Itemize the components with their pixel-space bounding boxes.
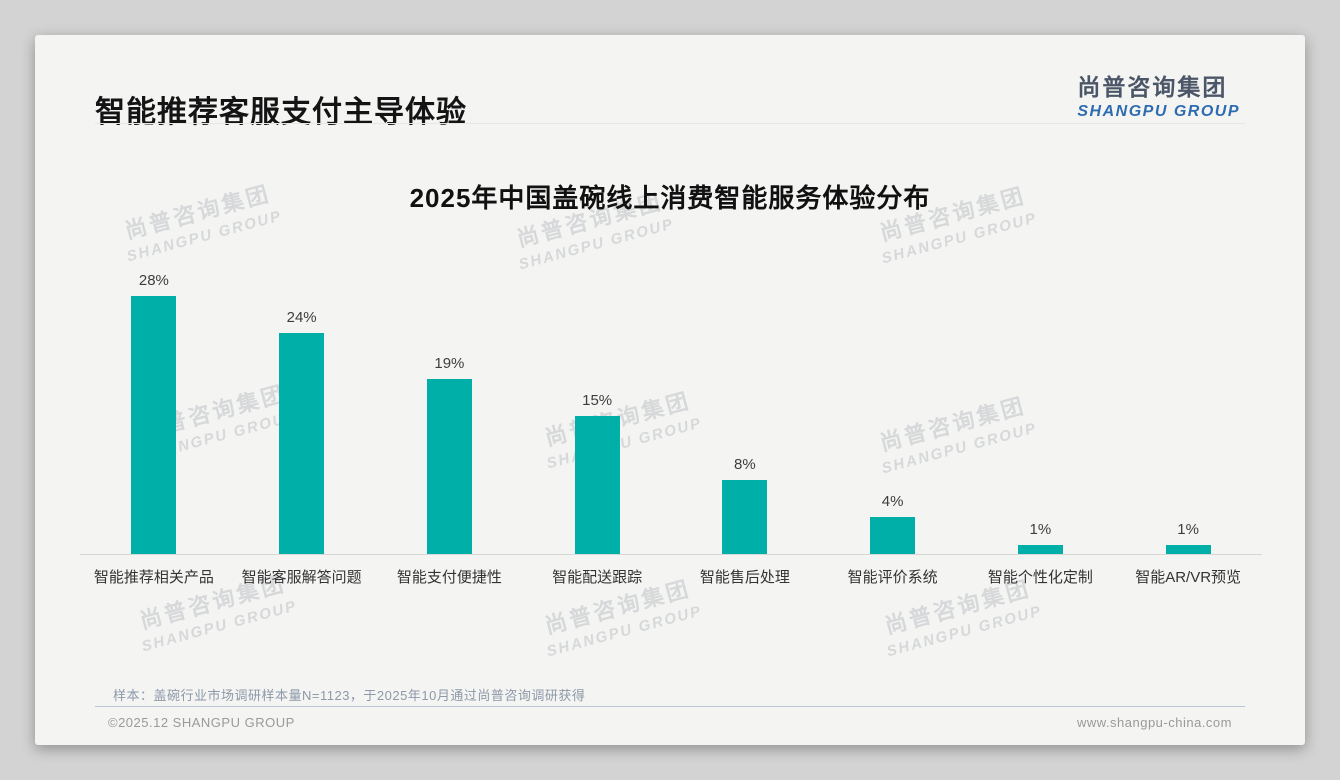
copyright-text: ©2025.12 SHANGPU GROUP	[108, 715, 295, 730]
bar-column: 28%	[80, 272, 228, 554]
slide: 尚普咨询集团 SHANGPU GROUP 尚普咨询集团 SHANGPU GROUP 尚普…	[35, 35, 1305, 745]
category-label: 智能配送跟踪	[552, 569, 643, 586]
bar-value-label: 15%	[582, 392, 613, 409]
bar	[426, 379, 472, 554]
bar	[1165, 544, 1211, 554]
category-label: 智能个性化定制	[987, 569, 1093, 586]
chart-title: 2025年中国盖碗线上消费智能服务体验分布	[409, 183, 931, 213]
category-label: 智能支付便捷性	[396, 569, 502, 586]
bar-value-label: 8%	[734, 456, 756, 474]
watermark-text-en: SHANGPU GROUP	[139, 597, 299, 656]
watermark-text-en: SHANGPU GROUP	[544, 602, 704, 661]
company-logo: 尚普咨询集团 SHANGPU GROUP	[1077, 68, 1240, 121]
sample-note: 样本：盖碗行业市场调研样本量N=1123，于2025年10月通过尚普咨询调研获得	[113, 688, 586, 703]
bar	[722, 480, 768, 554]
bar	[131, 296, 177, 554]
x-axis-line	[80, 554, 1262, 555]
bar	[574, 416, 620, 554]
bar	[1017, 544, 1063, 554]
bar-value-label: 4%	[881, 493, 904, 511]
bar-chart: 28% 24% 19% 15% 8% 4% 1% 1%	[80, 235, 1262, 554]
bar	[279, 333, 325, 554]
bar-column: 24%	[228, 309, 376, 554]
category-label: 智能推荐相关产品	[93, 569, 214, 586]
bar	[870, 517, 916, 554]
bar-value-label: 24%	[286, 309, 317, 327]
logo-text-cn: 尚普咨询集团	[1077, 74, 1228, 100]
bar-value-label: 28%	[138, 272, 169, 290]
logo-text-en: SHANGPU GROUP	[1077, 103, 1240, 120]
category-label: 智能客服解答问题	[241, 569, 362, 586]
category-label: 智能AR/VR预览	[1135, 569, 1242, 586]
bar-column: 15%	[523, 392, 671, 554]
slide-footer: ©2025.12 SHANGPU GROUP www.shangpu-china…	[108, 715, 1232, 730]
bar-column: 1%	[967, 521, 1115, 554]
slide-title: 智能推荐客服支付主导体验	[95, 96, 467, 129]
bar-value-label: 1%	[1029, 520, 1052, 538]
footer-divider	[95, 706, 1245, 707]
bar-column: 8%	[671, 456, 819, 554]
bar-column: 19%	[376, 355, 524, 554]
bar-value-label: 19%	[434, 355, 465, 373]
website-text: www.shangpu-china.com	[1076, 715, 1232, 730]
category-label: 智能评价系统	[847, 569, 938, 586]
bar-value-label: 1%	[1177, 520, 1199, 538]
bar-column: 4%	[819, 493, 967, 554]
header-divider	[95, 123, 1245, 124]
watermark-text-en: SHANGPU GROUP	[884, 602, 1044, 661]
bar-column: 1%	[1114, 521, 1262, 554]
category-label: 智能售后处理	[699, 569, 790, 586]
category-axis: 智能推荐相关产品 智能客服解答问题 智能支付便捷性 智能配送跟踪 智能售后处理 智能评价系…	[80, 566, 1262, 587]
